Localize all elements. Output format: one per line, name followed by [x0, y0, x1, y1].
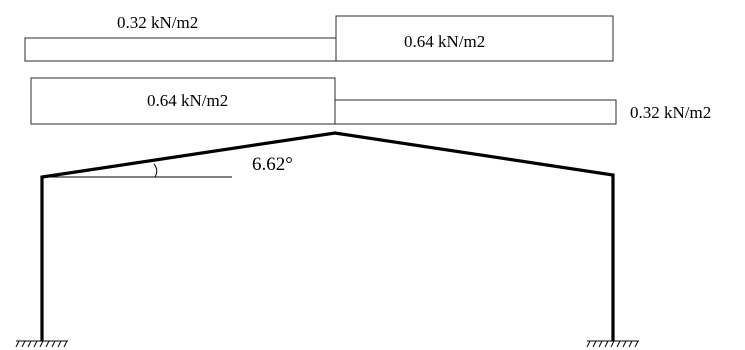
- portal-frame-members: [40, 131, 615, 342]
- load-case-2-right-label: 0.32 kN/m2: [630, 103, 711, 122]
- load-case-1-right-box: [335, 15, 614, 62]
- right-fixed-support: [586, 340, 639, 348]
- roof-pitch-angle-label: 6.62°: [252, 154, 293, 175]
- load-case-2-left-box: [30, 77, 336, 125]
- load-case-1: 0.32 kN/m2 0.64 kN/m2: [24, 13, 614, 62]
- load-case-1-right-label: 0.64 kN/m2: [404, 32, 485, 51]
- load-case-2: 0.64 kN/m2 0.32 kN/m2: [30, 77, 711, 125]
- roof-pitch-annotation: 6.62°: [42, 154, 293, 178]
- load-case-2-right-box: [334, 99, 617, 125]
- angle-arc: [153, 163, 158, 178]
- load-case-1-left-box: [24, 37, 337, 62]
- left-support-hatching: [15, 340, 68, 348]
- load-case-1-left-label: 0.32 kN/m2: [117, 13, 198, 32]
- left-fixed-support: [15, 340, 68, 348]
- load-case-2-left-label: 0.64 kN/m2: [147, 91, 228, 110]
- right-support-hatching: [586, 340, 639, 348]
- portal-frame: [40, 131, 615, 342]
